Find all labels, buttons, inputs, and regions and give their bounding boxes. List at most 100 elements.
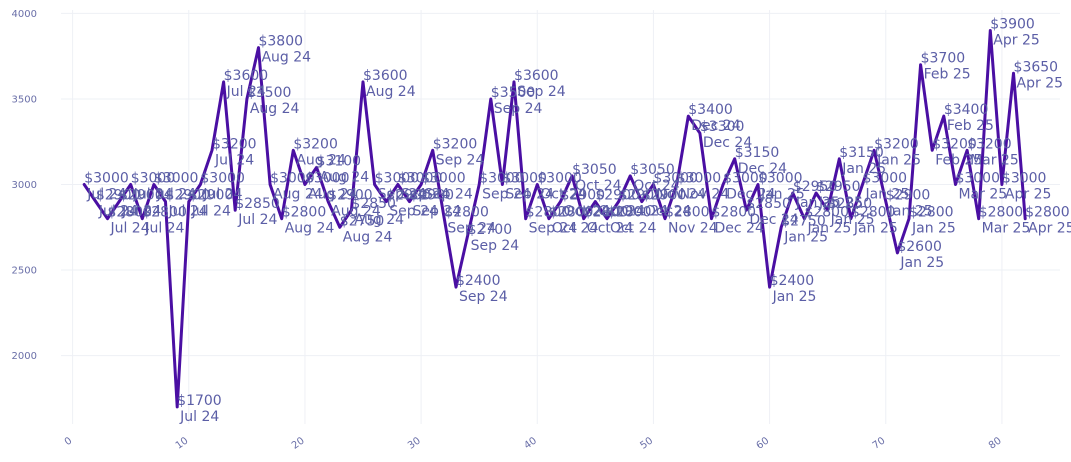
price-label: $3050 bbox=[572, 162, 617, 178]
date-label: Jul 24 bbox=[214, 152, 254, 168]
date-label: Mar 25 bbox=[970, 152, 1019, 168]
x-tick-label: 80 bbox=[987, 435, 1004, 451]
y-tick-label: 4000 bbox=[12, 9, 37, 20]
date-label: Oct 24 bbox=[587, 221, 634, 237]
date-label: Feb 25 bbox=[935, 152, 982, 168]
date-label: Oct 24 bbox=[575, 178, 622, 194]
price-label: $2900 bbox=[595, 188, 640, 204]
date-label: Oct 24 bbox=[622, 204, 669, 220]
date-label: Jan 25 bbox=[911, 221, 956, 237]
price-label: $2950 bbox=[793, 179, 838, 195]
date-label: Dec 24 bbox=[738, 161, 787, 177]
price-label: $3600 bbox=[363, 68, 408, 84]
date-label: Sep 24 bbox=[412, 204, 461, 220]
date-label: Aug 24 bbox=[296, 152, 346, 168]
x-tick-label: 70 bbox=[871, 435, 888, 451]
price-label: $3700 bbox=[921, 51, 966, 67]
price-label: $1700 bbox=[177, 393, 222, 409]
price-label: $3000 bbox=[270, 170, 315, 186]
price-label: $3000 bbox=[502, 170, 547, 186]
price-label: $2400 bbox=[770, 273, 815, 289]
date-label: Oct 24 bbox=[540, 186, 587, 202]
date-label: Sep 24 bbox=[447, 221, 496, 237]
date-label: Jan 25 bbox=[795, 195, 840, 211]
date-label: Apr 25 bbox=[1028, 221, 1071, 237]
date-label: Nov 24 bbox=[668, 221, 718, 237]
price-label: $3200 bbox=[874, 136, 919, 152]
price-label: $2900 bbox=[328, 188, 373, 204]
date-label: Jul 24 bbox=[226, 84, 266, 100]
date-label: Oct 24 bbox=[610, 221, 657, 237]
price-label: $2900 bbox=[189, 188, 234, 204]
date-label: Jan 25 bbox=[818, 195, 863, 211]
date-label: Dec 24 bbox=[703, 135, 752, 151]
date-label: Aug 24 bbox=[320, 169, 370, 185]
date-label: Jan 25 bbox=[853, 221, 898, 237]
price-label: $3000 bbox=[375, 170, 420, 186]
price-label: $3200 bbox=[212, 136, 257, 152]
price-label: $2750 bbox=[340, 213, 385, 229]
x-tick-label: 60 bbox=[755, 435, 772, 451]
price-label: $2800 bbox=[107, 205, 152, 221]
date-label: Aug 24 bbox=[250, 101, 300, 117]
x-tick-label: 20 bbox=[290, 435, 307, 451]
price-label: $2800 bbox=[607, 205, 652, 221]
price-label: $2800 bbox=[665, 205, 710, 221]
price-label: $2800 bbox=[979, 205, 1024, 221]
date-label: Jan 25 bbox=[899, 255, 944, 271]
price-label: $2800 bbox=[909, 205, 954, 221]
series-line bbox=[82, 29, 1027, 409]
date-label: Jul 24 bbox=[202, 186, 242, 202]
price-label: $2800 bbox=[804, 205, 849, 221]
price-label: $3000 bbox=[131, 170, 176, 186]
price-label: $2750 bbox=[781, 213, 826, 229]
price-label: $2950 bbox=[816, 179, 861, 195]
price-label: $3000 bbox=[537, 170, 582, 186]
price-label: $2800 bbox=[851, 205, 896, 221]
date-label: Jan 25 bbox=[865, 186, 910, 202]
date-label: Oct 24 bbox=[552, 221, 599, 237]
date-label: Sep 24 bbox=[401, 186, 450, 202]
price-label: $3000 bbox=[653, 170, 698, 186]
date-label: Jan 25 bbox=[783, 229, 828, 245]
price-label: $2900 bbox=[619, 188, 664, 204]
price-label: $2800 bbox=[142, 205, 187, 221]
price-label: $3000 bbox=[305, 170, 350, 186]
price-label: $3000 bbox=[154, 170, 199, 186]
